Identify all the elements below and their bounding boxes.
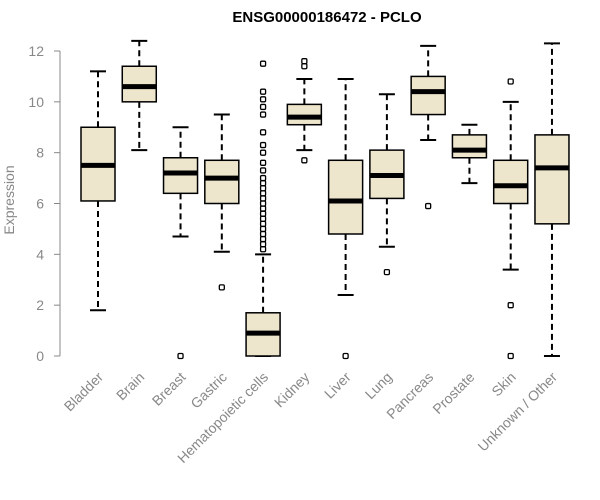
y-tick-label: 12 xyxy=(28,43,44,59)
x-category-label: Breast xyxy=(149,369,189,409)
outlier-point xyxy=(507,302,514,309)
chart-title: ENSG00000186472 - PCLO xyxy=(232,9,422,26)
outlier-point xyxy=(259,141,267,149)
iqr-box xyxy=(410,75,446,116)
y-axis: 0 2 4 6 8 10 12 xyxy=(28,43,61,364)
y-axis-title: Expression xyxy=(1,165,17,234)
y-tick-label: 6 xyxy=(36,196,44,212)
outlier-point xyxy=(259,246,267,253)
y-tick-label: 2 xyxy=(36,297,44,313)
iqr-box xyxy=(534,134,570,225)
outlier-point xyxy=(259,149,267,156)
outlier-point xyxy=(259,60,267,67)
iqr-box xyxy=(162,157,199,195)
outlier-point xyxy=(177,352,184,360)
outlier-point xyxy=(218,284,225,291)
iqr-box xyxy=(121,65,158,103)
outlier-point xyxy=(259,174,267,182)
box-bladder xyxy=(80,70,116,312)
x-category-label: Skin xyxy=(488,369,519,400)
outlier-point xyxy=(259,220,267,227)
box-prostate xyxy=(451,123,488,185)
x-category-label: Bladder xyxy=(61,369,107,415)
box-pancreas xyxy=(410,44,446,210)
outlier-point xyxy=(383,268,391,276)
x-category-label: Lung xyxy=(362,369,395,402)
iqr-box xyxy=(451,134,488,159)
outlier-point xyxy=(259,96,267,103)
y-tick-label: 10 xyxy=(28,94,44,110)
outlier-point xyxy=(259,215,267,222)
box-brain xyxy=(121,39,158,152)
outlier-point xyxy=(259,230,267,238)
box-lung xyxy=(369,93,405,276)
outlier-point xyxy=(259,200,267,207)
iqr-box xyxy=(327,159,364,235)
iqr-box xyxy=(286,103,323,126)
y-tick-label: 8 xyxy=(36,145,44,161)
iqr-box xyxy=(204,159,240,205)
outlier-point xyxy=(259,159,267,166)
box-breast xyxy=(162,126,199,360)
outlier-point xyxy=(507,78,514,85)
outlier-point xyxy=(259,195,267,202)
outlier-point xyxy=(507,352,514,360)
outlier-point xyxy=(301,63,308,70)
x-category-label: Liver xyxy=(321,369,354,402)
outlier-point xyxy=(259,88,267,95)
box-hematopoietic-cells xyxy=(245,60,281,357)
outlier-point xyxy=(259,129,267,136)
iqr-box xyxy=(492,159,529,205)
outlier-point xyxy=(259,241,267,248)
x-category-label: Prostate xyxy=(429,369,477,417)
box-liver xyxy=(327,77,364,360)
box-skin xyxy=(492,78,529,360)
outlier-point xyxy=(301,58,308,65)
box-kidney xyxy=(286,58,323,164)
outlier-point xyxy=(425,202,432,210)
outlier-point xyxy=(342,352,349,360)
outlier-point xyxy=(259,180,267,187)
outlier-point xyxy=(259,103,267,111)
outlier-point xyxy=(259,210,267,217)
y-tick-label: 0 xyxy=(36,348,44,364)
boxes-group xyxy=(80,39,570,360)
outlier-point xyxy=(259,167,267,174)
outlier-point xyxy=(259,235,267,243)
outlier-point xyxy=(259,190,267,197)
box-unknown-other xyxy=(534,42,570,357)
x-category-label: Kidney xyxy=(271,369,313,411)
x-category-label: Brain xyxy=(113,369,147,403)
y-tick-label: 4 xyxy=(36,246,44,262)
outlier-point xyxy=(259,205,267,212)
box-gastric xyxy=(204,113,240,291)
outlier-point xyxy=(301,157,308,164)
outlier-point xyxy=(259,111,267,118)
outlier-point xyxy=(259,185,267,192)
outlier-point xyxy=(259,225,267,233)
